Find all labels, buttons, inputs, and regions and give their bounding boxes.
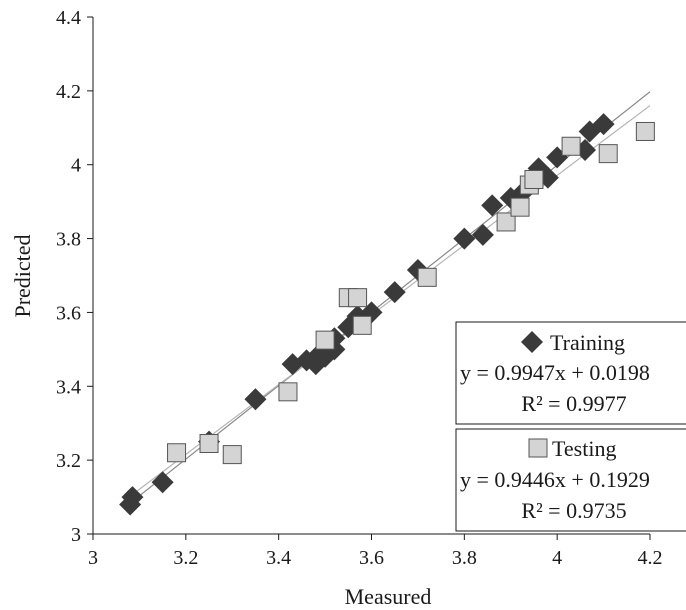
training-point [453, 227, 476, 250]
legend-training-box [455, 321, 686, 425]
axes: 3 3.2 3.4 3.6 3.8 4 4.2 3 3.2 3.4 3.6 3.8 4 4.2 4.4 [56, 7, 663, 569]
testing-point [278, 382, 298, 402]
testing-point [352, 315, 372, 335]
testing-trend-line [129, 105, 651, 497]
training-point [244, 388, 267, 411]
testing-point [524, 169, 544, 189]
x-tick-label: 3.4 [266, 547, 291, 569]
testing-point [598, 144, 618, 164]
y-tick-label: 3.2 [56, 450, 81, 472]
legend-testing-square-icon [528, 438, 548, 458]
testing-point [315, 330, 335, 350]
testing-point [222, 445, 242, 465]
y-tick-label: 3.8 [56, 229, 81, 251]
x-tick-label: 4.2 [638, 547, 663, 569]
testing-point [496, 212, 516, 232]
testing-point [510, 197, 530, 217]
x-tick-label: 4 [552, 547, 562, 569]
testing-series [167, 121, 655, 465]
x-tick-label: 3.2 [173, 547, 198, 569]
legend-testing: Testing y = 0.9446x + 0.1929 R² = 0.9735 [455, 428, 686, 532]
training-point [471, 223, 494, 246]
training-point [578, 120, 601, 143]
training-point [383, 281, 406, 304]
legend-testing-equation: y = 0.9446x + 0.1929 [460, 467, 650, 492]
legend-testing-label: Testing [552, 436, 616, 461]
y-tick-label: 4.4 [56, 7, 81, 29]
legend-training-equation: y = 0.9947x + 0.0198 [460, 360, 650, 385]
y-tick-label: 3 [71, 524, 81, 546]
y-axis-title: Predicted [10, 234, 35, 317]
y-tick-label: 3.4 [56, 376, 81, 398]
training-point [592, 113, 615, 136]
x-tick-label: 3 [88, 547, 98, 569]
legend-training: Training y = 0.9947x + 0.0198 R² = 0.997… [455, 321, 686, 425]
testing-point [635, 121, 655, 141]
legend-training-r2: R² = 0.9977 [521, 391, 626, 416]
x-axis-title: Measured [345, 584, 432, 609]
testing-point [417, 267, 437, 287]
training-point [481, 194, 504, 217]
legend-training-label: Training [550, 330, 625, 355]
y-tick-label: 4 [71, 155, 81, 177]
x-tick-label: 3.8 [452, 547, 477, 569]
testing-point [348, 288, 368, 308]
legend-testing-box [455, 428, 686, 532]
training-point [151, 471, 174, 494]
legend-training-diamond-icon [521, 331, 543, 353]
x-tick-label: 3.6 [359, 547, 384, 569]
testing-point [561, 136, 581, 156]
y-tick-label: 3.6 [56, 302, 81, 324]
legend-testing-r2: R² = 0.9735 [521, 498, 626, 523]
testing-point [199, 434, 219, 454]
testing-point [167, 443, 187, 463]
data-points [119, 113, 655, 516]
training-point [121, 486, 144, 509]
y-tick-label: 4.2 [56, 81, 81, 103]
